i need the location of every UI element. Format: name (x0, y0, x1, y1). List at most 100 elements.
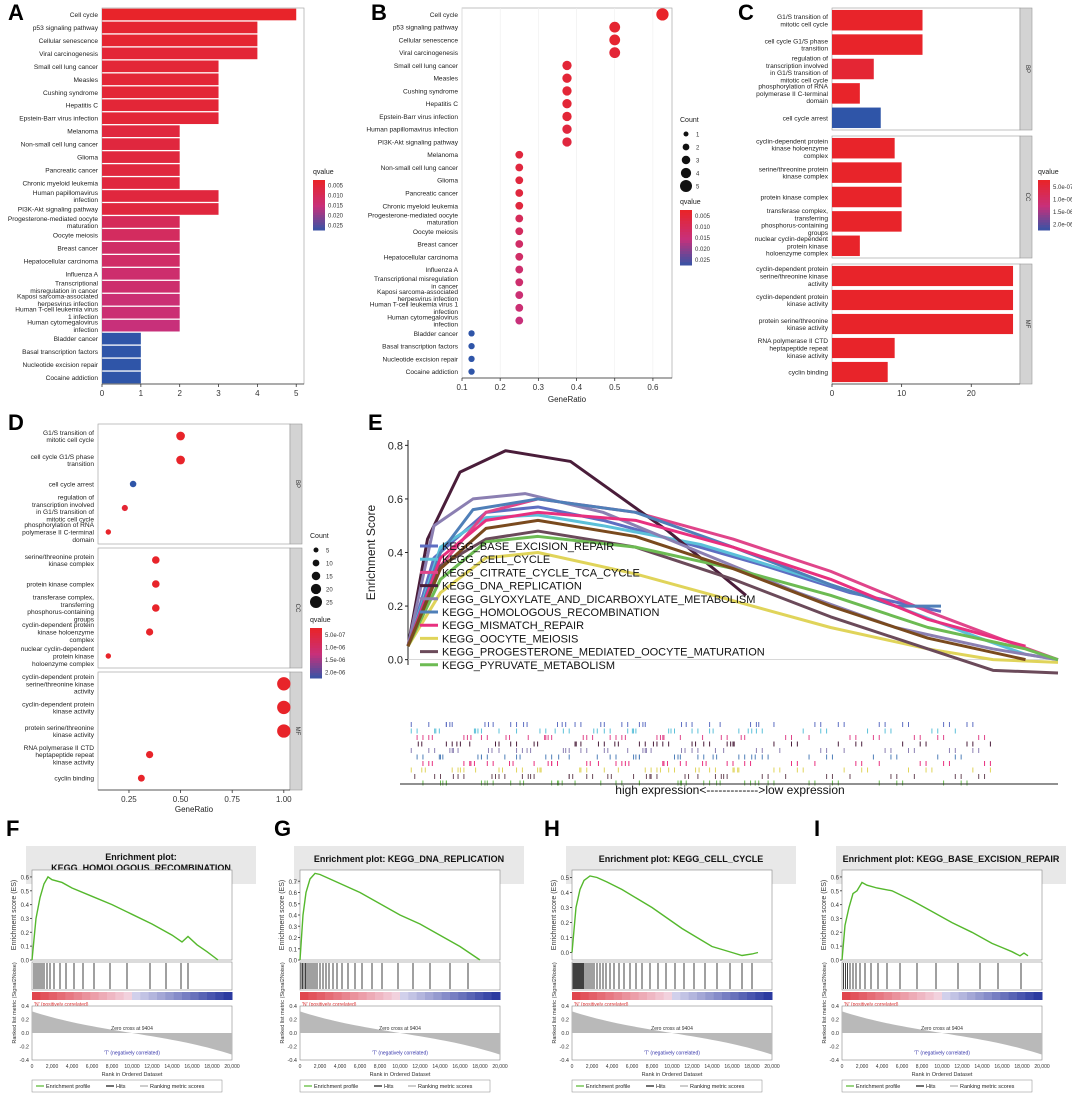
H-x-tick-label: 10,000 (664, 1064, 680, 1070)
C-qvalue-legend-swatch (1038, 217, 1050, 221)
B-count-legend-title: Count (680, 117, 699, 124)
E-y-tick-label: 0.0 (388, 655, 403, 667)
D-facet-strip-label: CC (294, 604, 300, 613)
H-es-tick-label: 0.3 (561, 906, 570, 912)
F-gradient-segment (98, 992, 108, 1000)
B-dot (468, 368, 475, 375)
F-gradient-segment (223, 992, 233, 1000)
H-gradient-segment (638, 992, 648, 1000)
H-gradient-segment (572, 992, 581, 1000)
F-gradient-segment (115, 992, 125, 1000)
C-category-label-line: cell cycle G1/S phase (765, 38, 829, 45)
G-gradient-segment (433, 992, 443, 1000)
D-category-label: nuclear cyclin-dependent protein kinase ho… (21, 646, 95, 668)
B-dot (468, 330, 475, 337)
D-category-label-line: regulation of (58, 495, 94, 502)
A-category-label: p53 signaling pathway (33, 25, 99, 32)
C-category-label-line: transcription involved (766, 63, 828, 70)
C-bar (832, 265, 1014, 287)
D-qvalue-legend-swatch (310, 665, 322, 669)
G-rank-tick-label: -0.4 (288, 1058, 297, 1064)
H-es-tick-label: 0.1 (561, 936, 570, 942)
F-x-tick-label: 12,000 (144, 1064, 160, 1070)
C-category-label-line: mitotic cell cycle (780, 77, 828, 84)
G-legend-label: Enrichment profile (314, 1084, 358, 1090)
H-gradient-segment (663, 992, 673, 1000)
C-bar (832, 337, 895, 359)
C-category-label: protein serine/threonine kinase activity (759, 318, 829, 332)
B-dot (515, 214, 524, 223)
A-category-label-line: Small cell lung cancer (34, 64, 99, 71)
I-gradient-segment (1008, 992, 1018, 1000)
H-x-tick-label: 20,000 (764, 1064, 780, 1070)
G-gradient-segment (333, 992, 343, 1000)
H-rank-metric-area (572, 1011, 772, 1055)
A-category-label: Nucleotide excision repair (23, 362, 99, 369)
I-gradient-segment (950, 992, 960, 1000)
B-category-label: Breast cancer (417, 242, 458, 249)
B-dot (562, 73, 572, 83)
A-category-label-line: Nucleotide excision repair (23, 362, 99, 369)
D-category-label-line: transferase complex, (33, 595, 94, 602)
C-category-label-line: serine/threonine protein (759, 166, 829, 173)
A-qvalue-legend-swatch (313, 190, 325, 193)
G-legend-box (299, 1079, 491, 1093)
A-category-label-line: Measles (73, 77, 98, 84)
A-category-label: Cushing syndrome (43, 90, 98, 97)
H-x-axis-title: Rank in Ordered Dataset (642, 1072, 703, 1078)
H-gradient-segment (705, 992, 715, 1000)
C-bar (832, 162, 902, 183)
B-category-label: Melanoma (427, 152, 458, 159)
D-category-label-line: nuclear cyclin-dependent (21, 646, 94, 653)
C-category-label: cell cycle G1/S phase transition (765, 38, 829, 52)
C-category-label-line: groups (808, 230, 829, 237)
G-x-tick-label: 6,000 (354, 1064, 367, 1070)
E-legend-label: KEGG_CITRATE_CYCLE_TCA_CYCLE (442, 567, 640, 579)
C-facet-strip (1019, 7, 1033, 131)
C-qvalue-legend-title: qvalue (1038, 169, 1059, 176)
D-category-label: cyclin-dependent protein kinase holoenzym… (22, 622, 95, 644)
B-category-label-line: Human cytomegalovirus (387, 314, 458, 321)
F-es-tick-label: 0.1 (21, 945, 30, 951)
H-rank-tick-label: -0.2 (560, 1045, 569, 1051)
D-category-label-line: transition (67, 461, 94, 468)
B-category-label-line: Glioma (437, 178, 458, 185)
D-qvalue-legend-swatch (310, 628, 322, 631)
D-qvalue-legend-tick: 5.0e-07 (325, 633, 346, 639)
C-qvalue-legend-swatch (1038, 197, 1050, 201)
B-dot (656, 8, 669, 21)
C-qvalue-legend-swatch (1038, 200, 1050, 203)
I-gradient-segment (850, 992, 860, 1000)
A-category-label: Influenza A (65, 271, 98, 278)
G-gradient-segment (308, 992, 318, 1000)
D-qvalue-legend-swatch (310, 673, 322, 676)
I-gradient-segment (917, 992, 926, 1000)
G-x-tick-label: 20,000 (492, 1064, 508, 1070)
A-category-label: Small cell lung cancer (34, 64, 99, 71)
H-gradient-segment (755, 992, 765, 1000)
D-category-label-line: activity (74, 689, 95, 696)
I-gradient-segment (900, 992, 910, 1000)
D-qvalue-legend-swatch (310, 653, 322, 656)
I-gradient-segment (992, 992, 1001, 1000)
G-es-tick-label: 0.4 (289, 914, 298, 920)
F-es-tick-label: 0.4 (21, 903, 30, 909)
C-category-label: transferase complex, transferring phosphor… (761, 208, 828, 237)
E-legend-label: KEGG_MISMATCH_REPAIR (442, 620, 584, 632)
D-category-label: cyclin-dependent protein kinase activity (22, 701, 95, 715)
B-qvalue-legend-swatch (680, 251, 692, 255)
B-category-label: Chronic myeloid leukemia (383, 203, 459, 210)
D-x-axis-title: GeneRatio (175, 805, 214, 814)
B-category-label: p53 signaling pathway (393, 25, 459, 32)
panel-label-D: D (8, 410, 24, 435)
A-category-label: Pancreatic cancer (45, 168, 99, 175)
D-category-label: regulation of transcription involved in G1… (32, 495, 94, 524)
D-category-label-line: RNA polymerase II CTD (24, 745, 95, 752)
F-gradient-segment (132, 992, 141, 1000)
B-category-label: Human papillomavirus infection (366, 127, 458, 134)
B-category-label: Oocyte meiosis (413, 229, 459, 236)
D-category-label-line: kinase activity (53, 759, 95, 766)
A-category-label-line: Chronic myeloid leukemia (23, 181, 99, 188)
A-category-label-line: Basal transcription factors (22, 349, 99, 356)
D-category-label-line: G1/S transition of (43, 430, 94, 437)
